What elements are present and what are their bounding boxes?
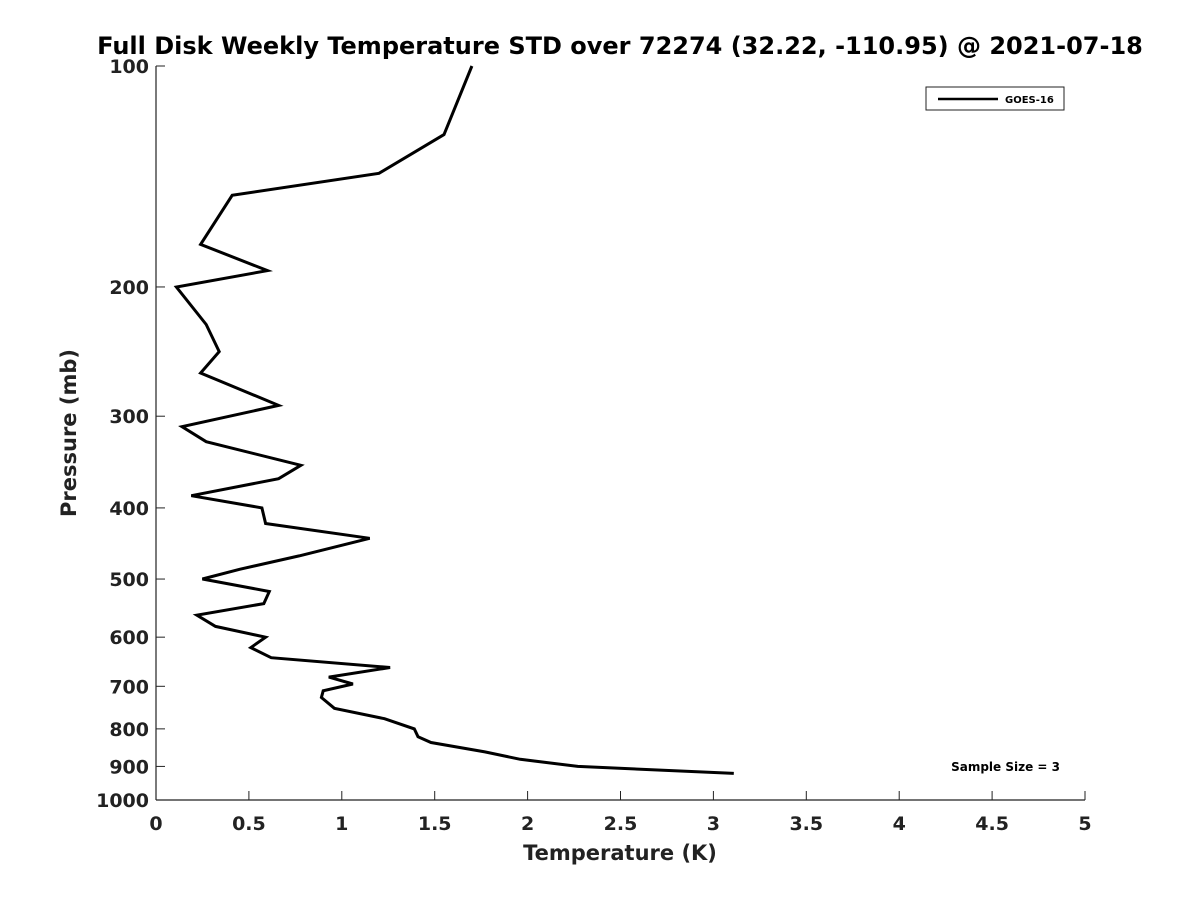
y-tick-label: 700 <box>109 676 149 698</box>
x-tick-label: 4.5 <box>975 813 1009 835</box>
legend-label-goes-16: GOES-16 <box>1005 95 1054 106</box>
x-axis-label: Temperature (K) <box>523 841 717 865</box>
x-tick-label: 5 <box>1078 813 1091 835</box>
series-line-goes-16 <box>173 65 734 775</box>
series-group <box>173 65 734 775</box>
x-tick-label: 1 <box>335 813 348 835</box>
x-tick-label: 0.5 <box>232 813 266 835</box>
chart-title: Full Disk Weekly Temperature STD over 72… <box>97 32 1143 60</box>
y-axis-label: Pressure (mb) <box>57 349 81 517</box>
x-ticks: 0 0.5 1 1.5 2 2.5 3 3.5 4 4.5 5 <box>149 791 1092 835</box>
legend: GOES-16 <box>925 86 1065 111</box>
y-tick-label: 300 <box>109 406 149 428</box>
y-tick-label: 900 <box>109 756 149 778</box>
y-tick-label: 400 <box>109 498 149 520</box>
y-ticks: 100 200 300 400 500 600 700 800 900 1000 <box>96 56 165 812</box>
y-tick-label: 100 <box>109 56 149 78</box>
y-tick-label: 600 <box>109 627 149 649</box>
y-tick-label: 500 <box>109 569 149 591</box>
x-tick-label: 1.5 <box>418 813 452 835</box>
x-tick-label: 3 <box>707 813 720 835</box>
sample-size-annotation: Sample Size = 3 <box>951 760 1060 774</box>
axes <box>155 66 1085 801</box>
x-tick-label: 2 <box>521 813 534 835</box>
y-tick-label: 800 <box>109 719 149 741</box>
x-tick-label: 4 <box>893 813 906 835</box>
y-tick-label: 1000 <box>96 790 149 812</box>
x-tick-label: 3.5 <box>789 813 823 835</box>
x-tick-label: 0 <box>149 813 162 835</box>
y-tick-label: 200 <box>109 277 149 299</box>
x-tick-label: 2.5 <box>604 813 638 835</box>
